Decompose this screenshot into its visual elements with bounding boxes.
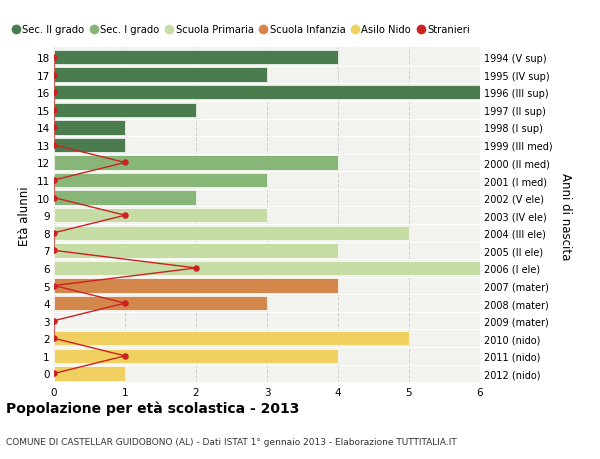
Point	[120, 353, 130, 360]
Point	[120, 159, 130, 167]
Point	[49, 247, 59, 254]
Bar	[54, 296, 267, 311]
Bar	[54, 138, 125, 153]
Text: COMUNE DI CASTELLAR GUIDOBONO (AL) - Dati ISTAT 1° gennaio 2013 - Elaborazione T: COMUNE DI CASTELLAR GUIDOBONO (AL) - Dat…	[6, 437, 457, 446]
Text: Popolazione per età scolastica - 2013: Popolazione per età scolastica - 2013	[6, 401, 299, 415]
Bar	[54, 174, 267, 188]
Point	[120, 212, 130, 219]
Bar	[54, 50, 338, 65]
Bar	[54, 191, 196, 205]
Bar	[54, 331, 409, 346]
Bar	[54, 226, 409, 241]
Point	[49, 177, 59, 185]
Bar	[54, 244, 338, 258]
Bar	[54, 86, 551, 100]
Point	[49, 142, 59, 149]
Point	[49, 124, 59, 132]
Point	[49, 317, 59, 325]
Bar	[54, 261, 551, 275]
Point	[49, 107, 59, 114]
Y-axis label: Età alunni: Età alunni	[18, 186, 31, 246]
Bar	[54, 103, 196, 118]
Point	[49, 89, 59, 96]
Point	[49, 230, 59, 237]
Bar	[54, 349, 338, 363]
Point	[120, 300, 130, 307]
Point	[49, 335, 59, 342]
Legend: Sec. II grado, Sec. I grado, Scuola Primaria, Scuola Infanzia, Asilo Nido, Stran: Sec. II grado, Sec. I grado, Scuola Prim…	[9, 22, 474, 39]
Bar	[54, 156, 338, 170]
Point	[191, 265, 201, 272]
Point	[49, 72, 59, 79]
Bar	[54, 68, 267, 83]
Point	[49, 54, 59, 62]
Point	[49, 370, 59, 377]
Y-axis label: Anni di nascita: Anni di nascita	[559, 172, 572, 259]
Point	[49, 282, 59, 290]
Bar	[54, 279, 338, 293]
Bar	[54, 208, 267, 223]
Point	[49, 195, 59, 202]
Bar	[54, 121, 125, 135]
Bar	[54, 366, 125, 381]
